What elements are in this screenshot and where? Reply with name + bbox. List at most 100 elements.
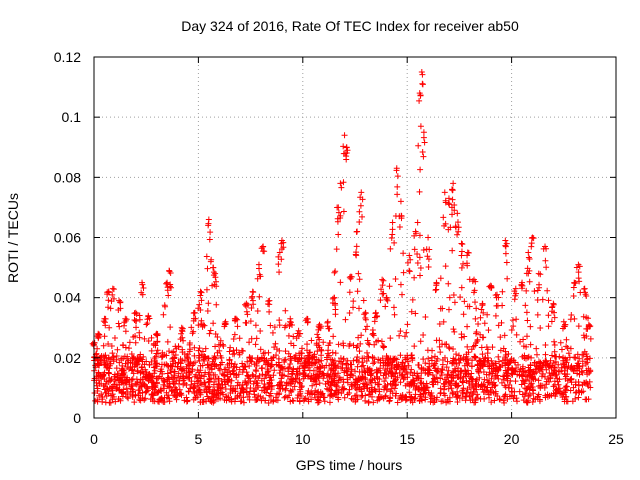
data-point	[119, 342, 126, 349]
data-point	[240, 386, 247, 393]
data-point	[470, 343, 477, 350]
data-point	[190, 310, 197, 317]
data-point	[494, 302, 501, 309]
data-point	[524, 385, 531, 392]
data-point	[419, 71, 426, 78]
data-point	[442, 220, 449, 227]
data-point	[542, 351, 549, 358]
data-point	[204, 361, 211, 368]
y-tick-label: 0.06	[54, 230, 81, 246]
data-point	[267, 374, 274, 381]
data-point	[308, 396, 315, 403]
data-point	[503, 370, 510, 377]
data-point	[217, 389, 224, 396]
data-point	[406, 268, 413, 275]
data-point	[490, 362, 497, 369]
data-point	[378, 286, 385, 293]
data-point	[404, 259, 411, 266]
data-point	[275, 391, 282, 398]
data-point	[492, 312, 499, 319]
data-point	[472, 396, 479, 403]
data-point	[462, 367, 469, 374]
data-point	[120, 390, 127, 397]
data-point	[454, 398, 461, 405]
data-point	[275, 355, 282, 362]
data-point	[556, 368, 563, 375]
data-point	[498, 379, 505, 386]
data-point	[459, 378, 466, 385]
data-point	[495, 294, 502, 301]
data-point	[510, 395, 517, 402]
data-point	[526, 256, 533, 263]
data-point	[104, 364, 111, 371]
data-point	[384, 365, 391, 372]
data-point	[133, 324, 140, 331]
data-point	[440, 318, 447, 325]
data-point	[380, 386, 387, 393]
data-point	[154, 332, 161, 339]
data-point	[202, 383, 209, 390]
data-point	[254, 396, 261, 403]
data-point	[149, 391, 156, 398]
data-point	[528, 240, 535, 247]
data-point	[167, 369, 174, 376]
data-point	[580, 379, 587, 386]
data-point	[432, 360, 439, 367]
data-point	[500, 345, 507, 352]
data-point	[201, 357, 208, 364]
data-point	[281, 394, 288, 401]
data-point	[143, 321, 150, 328]
data-point	[326, 339, 333, 346]
data-point	[298, 383, 305, 390]
data-point	[535, 393, 542, 400]
data-point	[420, 153, 427, 160]
data-point	[327, 371, 334, 378]
data-point	[151, 364, 158, 371]
data-point	[444, 358, 451, 365]
data-point	[437, 305, 444, 312]
data-point	[239, 369, 246, 376]
data-point	[237, 398, 244, 405]
data-point	[340, 143, 347, 150]
data-point	[158, 366, 165, 373]
data-point	[381, 378, 388, 385]
data-point	[395, 361, 402, 368]
data-point	[393, 167, 400, 174]
data-point	[139, 281, 146, 288]
data-point	[538, 366, 545, 373]
data-point	[356, 305, 363, 312]
data-point	[527, 323, 534, 330]
data-point	[273, 352, 280, 359]
data-point	[585, 396, 592, 403]
data-point	[407, 256, 414, 263]
data-point	[411, 246, 418, 253]
data-point	[397, 352, 404, 359]
data-point	[495, 375, 502, 382]
data-point	[548, 392, 555, 399]
data-point	[308, 337, 315, 344]
data-point	[551, 342, 558, 349]
data-point	[145, 337, 152, 344]
data-point	[559, 325, 566, 332]
data-point	[587, 335, 594, 342]
data-point	[219, 370, 226, 377]
data-point	[401, 333, 408, 340]
data-point	[417, 166, 424, 173]
data-point	[420, 246, 427, 253]
data-point	[278, 256, 285, 263]
data-point	[481, 355, 488, 362]
data-point	[192, 359, 199, 366]
data-point	[483, 371, 490, 378]
data-point	[313, 381, 320, 388]
data-point	[550, 300, 557, 307]
data-point	[228, 377, 235, 384]
data-point	[340, 340, 347, 347]
data-point	[254, 307, 261, 314]
data-point	[418, 69, 425, 76]
data-point	[539, 296, 546, 303]
data-point	[563, 336, 570, 343]
data-point	[210, 320, 217, 327]
data-point	[143, 388, 150, 395]
data-point	[184, 354, 191, 361]
data-point	[513, 316, 520, 323]
